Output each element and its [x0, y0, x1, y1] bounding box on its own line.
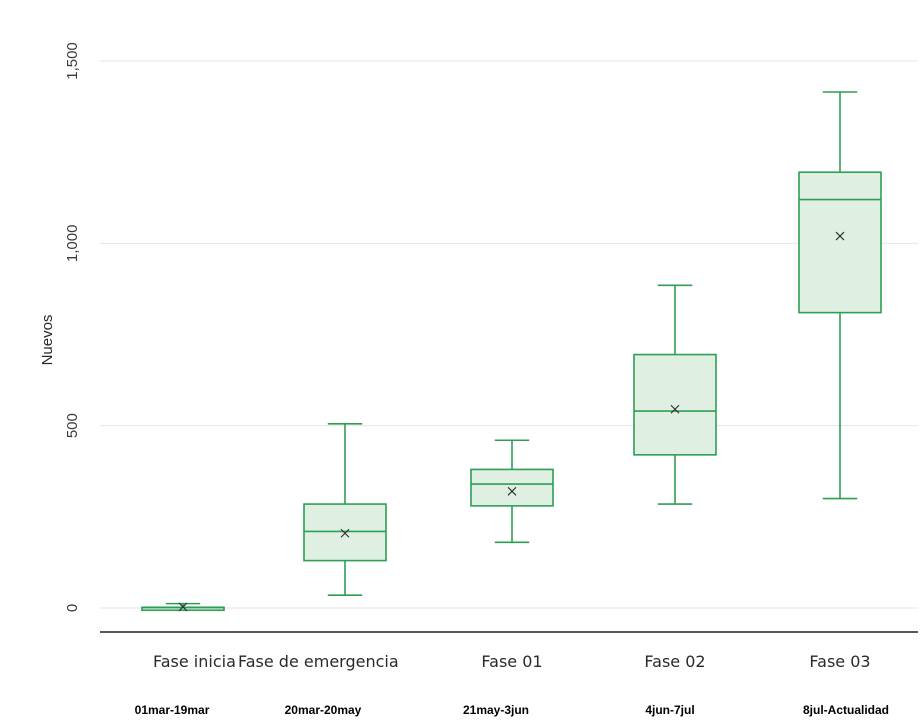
mean-marker	[835, 231, 845, 241]
date-range-label: 21may-3jun	[463, 703, 529, 717]
category-label: Fase inicia	[153, 652, 236, 671]
mean-marker	[670, 404, 680, 414]
iqr-box	[798, 171, 882, 314]
category-label: Fase de emergencia	[238, 652, 399, 671]
date-range-label: 01mar-19mar	[135, 703, 210, 717]
y-tick-label: 0	[64, 604, 81, 612]
x-axis-date-ranges: 01mar-19mar 20mar-20may 21may-3jun 4jun-7ju…	[135, 703, 889, 717]
y-tick-label: 1,500	[64, 42, 81, 80]
iqr-box	[470, 468, 554, 507]
box-3	[470, 439, 554, 544]
category-label: Fase 01	[481, 652, 542, 671]
box-2	[303, 423, 387, 597]
mean-marker	[507, 486, 517, 496]
iqr-box	[303, 503, 387, 562]
date-range-label: 8jul-Actualidad	[803, 703, 889, 717]
mean-marker	[178, 602, 188, 612]
gridlines	[100, 60, 918, 609]
box-series	[141, 91, 882, 612]
box-1	[141, 602, 225, 612]
date-range-label: 4jun-7jul	[645, 703, 694, 717]
y-tick-label: 1,000	[64, 225, 81, 263]
y-axis-title: Nuevos	[39, 315, 56, 366]
date-range-label: 20mar-20may	[285, 703, 362, 717]
category-label: Fase 02	[644, 652, 705, 671]
x-axis-categories: Fase inicia Fase de emergencia Fase 01 Fase…	[153, 652, 871, 671]
box-4	[633, 284, 717, 505]
box-5	[798, 91, 882, 500]
category-label: Fase 03	[809, 652, 870, 671]
y-tick-label: 500	[64, 413, 81, 438]
mean-marker	[340, 528, 350, 538]
y-axis-ticks: 0 500 1,000 1,500	[64, 42, 81, 612]
iqr-box	[633, 353, 717, 456]
